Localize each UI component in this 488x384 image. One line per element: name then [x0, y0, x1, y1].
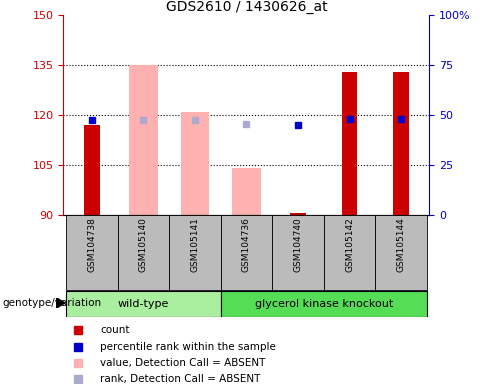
Text: rank, Detection Call = ABSENT: rank, Detection Call = ABSENT: [100, 374, 261, 384]
Bar: [221, 291, 427, 317]
Text: GSM104740: GSM104740: [293, 217, 303, 272]
Text: count: count: [100, 326, 129, 336]
Bar: [169, 215, 221, 290]
Text: percentile rank within the sample: percentile rank within the sample: [100, 342, 276, 352]
Text: GSM105140: GSM105140: [139, 217, 148, 272]
Bar: [324, 215, 375, 290]
Bar: [272, 215, 324, 290]
Bar: [66, 215, 118, 290]
Text: genotype/variation: genotype/variation: [2, 298, 102, 308]
Bar: [129, 65, 158, 215]
Bar: [118, 215, 169, 290]
Text: value, Detection Call = ABSENT: value, Detection Call = ABSENT: [100, 358, 265, 368]
Bar: [342, 72, 357, 215]
Text: GSM104738: GSM104738: [87, 217, 96, 272]
Text: GSM105142: GSM105142: [345, 217, 354, 272]
Bar: [375, 215, 427, 290]
Text: GSM104736: GSM104736: [242, 217, 251, 272]
Bar: [393, 72, 409, 215]
Title: GDS2610 / 1430626_at: GDS2610 / 1430626_at: [165, 0, 327, 14]
Bar: [232, 169, 261, 215]
Bar: [290, 214, 305, 215]
Text: GSM105141: GSM105141: [190, 217, 200, 272]
Text: GSM105144: GSM105144: [397, 217, 406, 272]
Bar: [66, 291, 221, 317]
Bar: [84, 125, 100, 215]
Polygon shape: [56, 298, 65, 308]
Bar: [221, 215, 272, 290]
Text: wild-type: wild-type: [118, 299, 169, 309]
Text: glycerol kinase knockout: glycerol kinase knockout: [255, 299, 393, 309]
Bar: [181, 112, 209, 215]
